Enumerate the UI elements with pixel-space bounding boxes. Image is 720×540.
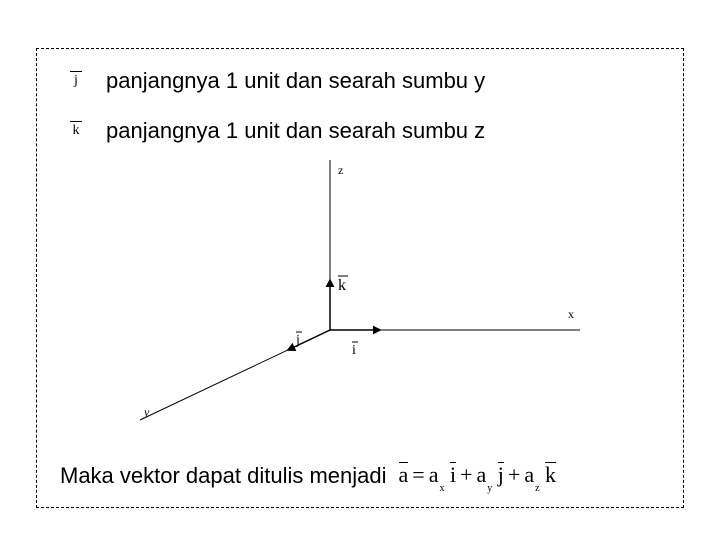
axis-label-y: y xyxy=(143,405,150,419)
svg-text:k: k xyxy=(338,277,346,294)
svg-text:j: j xyxy=(295,333,300,348)
vector-symbol-j: j xyxy=(70,73,82,89)
definition-text-k: panjangnya 1 unit dan searah sumbu z xyxy=(106,118,485,144)
eq-plus-2: + xyxy=(508,462,520,488)
definition-row-k: k panjangnya 1 unit dan searah sumbu z xyxy=(70,118,485,144)
svg-text:i: i xyxy=(352,343,356,358)
footer-row: Maka vektor dapat ditulis menjadi a = ax… xyxy=(60,462,558,490)
eq-term-2: ay j xyxy=(477,462,504,490)
eq-term-1: ax i xyxy=(429,462,456,490)
vector-equation: a = ax i + ay j + az k xyxy=(397,462,559,490)
unit-label-i: i xyxy=(352,342,358,358)
axis-label-z: z xyxy=(338,163,343,177)
unit-vector-j xyxy=(288,330,330,350)
vector-symbol-k: k xyxy=(70,123,82,139)
definition-text-j: panjangnya 1 unit dan searah sumbu y xyxy=(106,68,485,94)
definition-row-j: j panjangnya 1 unit dan searah sumbu y xyxy=(70,68,485,94)
unit-label-j: j xyxy=(295,332,302,348)
unit-label-k: k xyxy=(338,276,348,294)
eq-term-3: az k xyxy=(524,462,556,490)
footer-text: Maka vektor dapat ditulis menjadi xyxy=(60,463,387,489)
axes-diagram: z x y k i j xyxy=(120,160,600,430)
eq-equals: = xyxy=(412,462,424,488)
vector-symbol-j-letter: j xyxy=(74,73,78,88)
eq-lhs: a xyxy=(399,462,409,488)
vector-symbol-k-letter: k xyxy=(73,123,80,138)
eq-plus-1: + xyxy=(460,462,472,488)
axis-label-x: x xyxy=(568,307,574,321)
